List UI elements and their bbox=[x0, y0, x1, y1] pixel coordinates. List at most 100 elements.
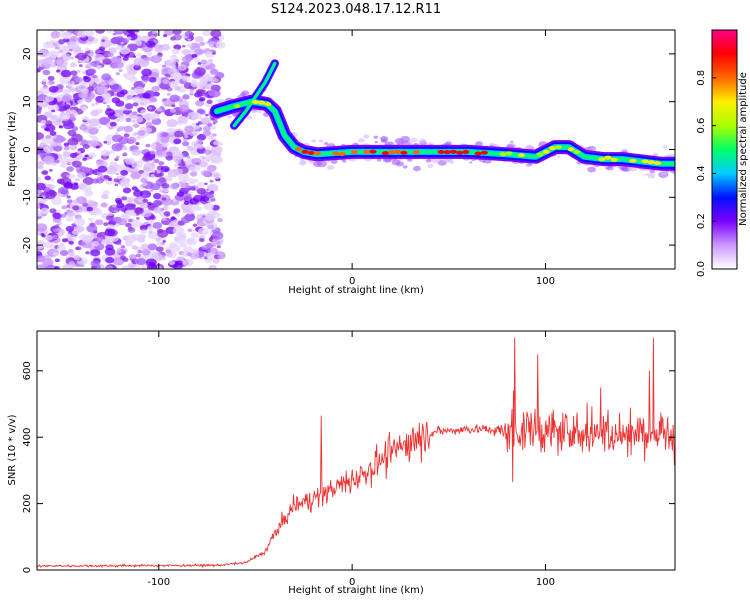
x-tick-label: 100 bbox=[536, 276, 555, 287]
noise-speck bbox=[330, 159, 338, 164]
noise-speck bbox=[78, 91, 88, 99]
noise-speck bbox=[47, 40, 59, 49]
noise-speck bbox=[41, 170, 49, 175]
noise-speck bbox=[37, 108, 42, 114]
noise-speck bbox=[37, 223, 48, 232]
noise-speck bbox=[192, 51, 196, 54]
noise-speck bbox=[161, 132, 169, 137]
noise-speck bbox=[132, 102, 139, 107]
noise-speck bbox=[197, 62, 202, 65]
noise-speck bbox=[197, 227, 209, 236]
noise-speck bbox=[89, 83, 93, 87]
noise-speck bbox=[80, 264, 85, 268]
noise-speck bbox=[109, 149, 116, 154]
noise-speck bbox=[135, 142, 140, 146]
noise-speck bbox=[212, 52, 216, 55]
noise-speck bbox=[233, 114, 237, 117]
noise-speck bbox=[156, 241, 163, 246]
noise-speck bbox=[65, 225, 75, 232]
noise-speck bbox=[115, 172, 120, 176]
noise-speck bbox=[168, 222, 176, 227]
noise-speck bbox=[86, 224, 98, 233]
noise-speck bbox=[184, 30, 194, 37]
noise-speck bbox=[189, 198, 199, 205]
frequency-ridge-layer bbox=[209, 59, 675, 171]
noise-speck bbox=[54, 265, 60, 269]
noise-speck bbox=[165, 155, 174, 161]
noise-speck bbox=[109, 121, 117, 127]
noise-speck bbox=[123, 125, 134, 133]
noise-speck bbox=[76, 52, 87, 61]
noise-speck bbox=[81, 184, 92, 192]
noise-speck bbox=[40, 125, 47, 129]
noise-speck bbox=[182, 120, 188, 125]
noise-speck bbox=[116, 249, 122, 253]
noise-speck bbox=[184, 135, 189, 138]
y-tick-label: 20 bbox=[22, 48, 33, 61]
noise-speck bbox=[69, 56, 75, 60]
noise-speck bbox=[172, 30, 182, 35]
branch-band bbox=[233, 62, 276, 127]
noise-speck bbox=[122, 73, 128, 78]
ridge-hotspot bbox=[307, 150, 315, 155]
noise-speck bbox=[123, 133, 130, 138]
noise-speck bbox=[141, 75, 150, 82]
noise-speck bbox=[114, 157, 119, 162]
noise-speck bbox=[139, 224, 148, 231]
noise-speck bbox=[152, 193, 162, 200]
noise-speck bbox=[120, 245, 126, 249]
noise-speck bbox=[37, 205, 41, 209]
ridge-hotspot bbox=[388, 150, 396, 155]
noise-speck bbox=[57, 49, 64, 54]
noise-speck bbox=[143, 56, 151, 62]
noise-speck bbox=[87, 86, 95, 92]
noise-speck bbox=[71, 160, 82, 168]
noise-speck bbox=[152, 222, 163, 229]
noise-speck bbox=[105, 265, 113, 269]
ridge-hotspot bbox=[548, 146, 556, 151]
noise-speck bbox=[190, 232, 199, 238]
noise-speck bbox=[100, 149, 110, 157]
noise-speck bbox=[105, 244, 114, 251]
noise-speck bbox=[184, 193, 192, 199]
noise-speck bbox=[68, 261, 76, 266]
noise-speck bbox=[187, 228, 193, 233]
noise-speck bbox=[122, 56, 129, 61]
noise-speck bbox=[150, 55, 162, 64]
noise-speck bbox=[394, 138, 404, 145]
noise-speck bbox=[204, 182, 208, 186]
noise-speck bbox=[140, 109, 147, 114]
noise-speck bbox=[134, 31, 139, 35]
noise-speck bbox=[88, 118, 100, 127]
noise-speck bbox=[363, 134, 370, 139]
noise-speck bbox=[173, 138, 182, 145]
noise-speck bbox=[131, 245, 138, 250]
colorbar-tick-label: 0.8 bbox=[696, 70, 707, 86]
noise-speck bbox=[60, 53, 72, 62]
noise-speck bbox=[51, 197, 62, 205]
noise-speck bbox=[119, 46, 131, 55]
noise-speck bbox=[116, 242, 122, 246]
noise-speck bbox=[131, 160, 143, 169]
noise-speck bbox=[206, 183, 219, 192]
noise-speck bbox=[56, 98, 62, 102]
noise-speck bbox=[412, 165, 421, 172]
noise-speck bbox=[49, 208, 57, 214]
noise-speck bbox=[131, 148, 142, 156]
noise-speck bbox=[153, 206, 163, 214]
noise-speck bbox=[69, 48, 73, 52]
ridge-hotspot bbox=[394, 149, 402, 154]
noise-speck bbox=[143, 229, 148, 233]
noise-speck bbox=[605, 166, 610, 170]
ridge-hotspot bbox=[301, 149, 309, 154]
noise-speck bbox=[113, 61, 124, 69]
noise-speck bbox=[106, 104, 111, 108]
noise-speck bbox=[126, 36, 132, 40]
noise-speck bbox=[184, 125, 194, 133]
noise-speck bbox=[162, 217, 167, 221]
noise-speck bbox=[43, 145, 54, 153]
snr-line bbox=[37, 337, 675, 569]
noise-speck bbox=[95, 30, 106, 34]
noise-speck bbox=[207, 58, 214, 63]
